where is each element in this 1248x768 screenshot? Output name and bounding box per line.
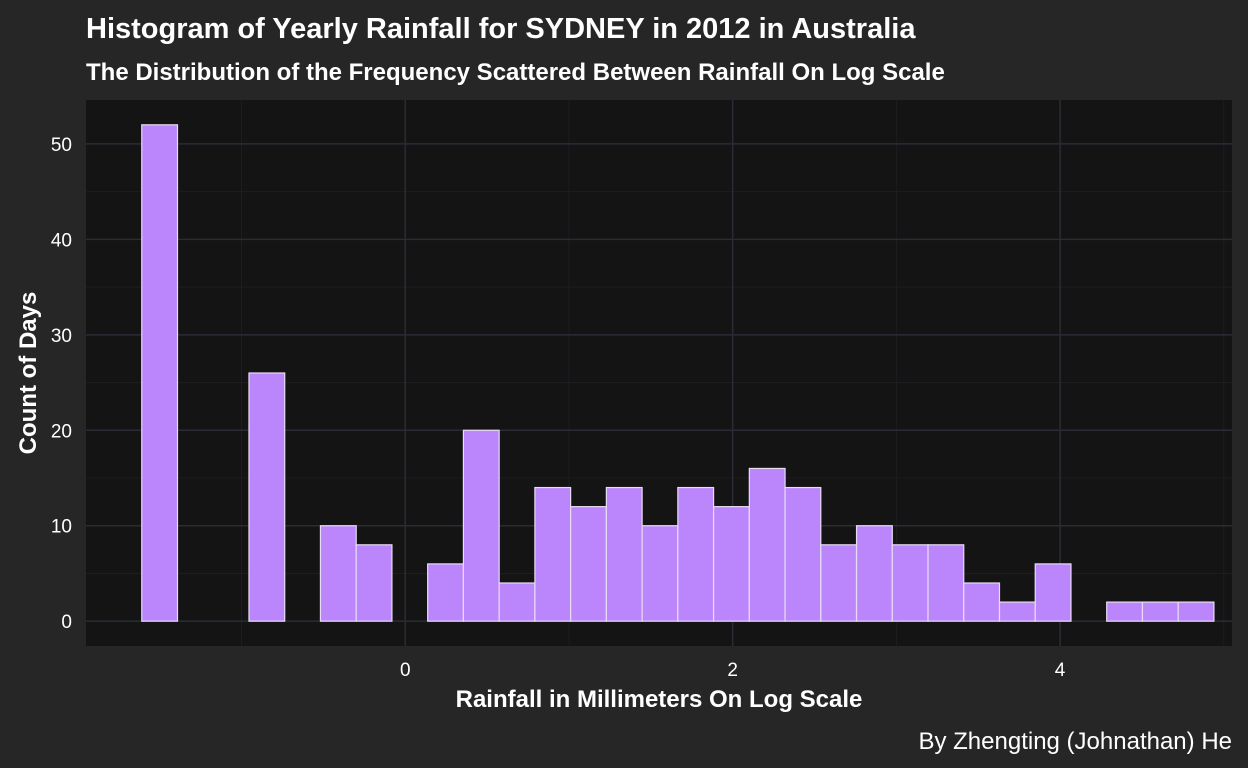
histogram-bar — [1034, 563, 1072, 622]
histogram-bar — [820, 544, 858, 622]
histogram-bar — [141, 124, 179, 622]
x-tick-label: 4 — [1055, 660, 1066, 681]
y-tick-label: 50 — [51, 135, 72, 156]
histogram-bar — [963, 582, 1001, 622]
histogram-bar — [677, 486, 715, 622]
histogram-bar — [855, 525, 893, 622]
histogram-bar — [998, 601, 1036, 622]
x-tick-label: 0 — [400, 660, 411, 681]
histogram-bar — [462, 429, 500, 622]
histogram-bar — [1177, 601, 1215, 622]
histogram-bar — [1141, 601, 1179, 622]
y-axis-title: Count of Days — [15, 292, 42, 455]
histogram-bar — [427, 563, 465, 622]
y-tick-label: 40 — [51, 230, 72, 251]
histogram-bar — [248, 372, 286, 622]
bars — [141, 124, 1215, 622]
chart-title: Histogram of Yearly Rainfall for SYDNEY … — [86, 13, 916, 45]
chart-subtitle: The Distribution of the Frequency Scatte… — [86, 59, 945, 86]
y-tick-labels: 0 10 20 30 40 50 — [51, 135, 72, 633]
histogram-bar — [319, 525, 357, 622]
y-tick-label: 10 — [51, 517, 72, 538]
x-axis-title: Rainfall in Millimeters On Log Scale — [456, 686, 863, 713]
histogram-bar — [570, 506, 607, 622]
histogram-bar — [605, 486, 643, 622]
histogram-bar — [1106, 601, 1144, 622]
y-tick-label: 0 — [61, 612, 72, 633]
histogram-bar — [784, 486, 822, 622]
histogram-bar — [498, 582, 536, 622]
x-tick-labels: 0 2 4 — [400, 660, 1066, 681]
chart-caption: By Zhengting (Johnathan) He — [918, 728, 1232, 755]
histogram-bar — [534, 486, 572, 622]
y-tick-label: 30 — [51, 326, 72, 347]
histogram-bar — [641, 525, 679, 622]
histogram-bar — [355, 544, 393, 622]
y-tick-label: 20 — [51, 421, 72, 442]
histogram-bar — [891, 544, 929, 622]
x-tick-label: 2 — [727, 660, 738, 681]
histogram-bar — [712, 506, 750, 622]
histogram-bar — [748, 467, 786, 622]
histogram-bar — [927, 544, 965, 622]
